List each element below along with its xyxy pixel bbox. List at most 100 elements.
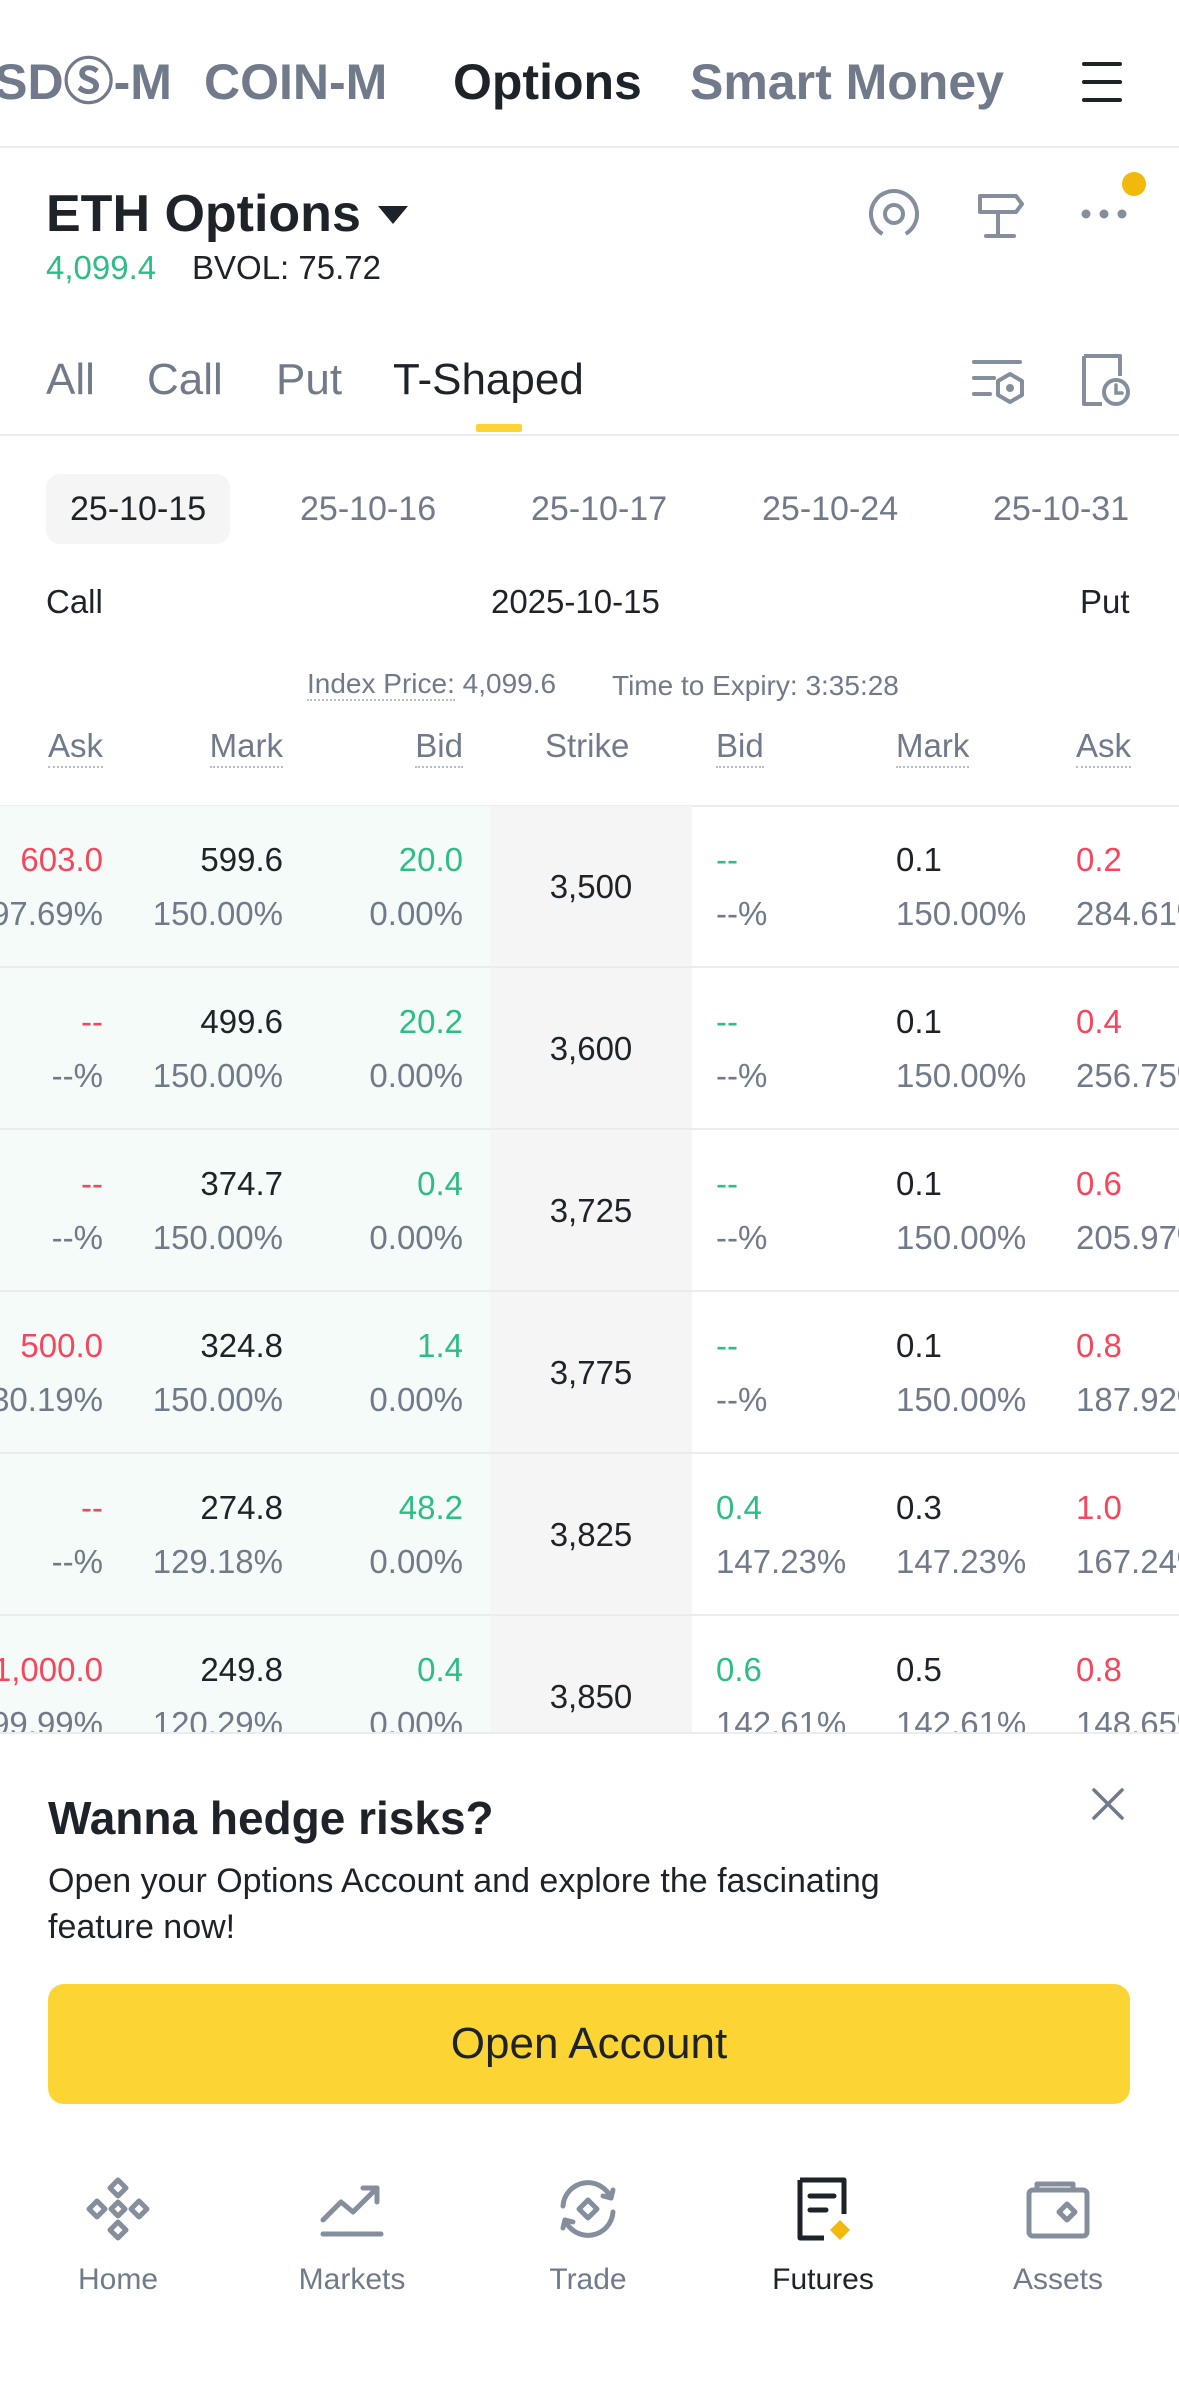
call-ask-iv: --%: [51, 1219, 103, 1256]
nav-markets[interactable]: Markets: [252, 2174, 452, 2298]
tab-call[interactable]: Call: [147, 355, 223, 404]
expiry-calendar-icon[interactable]: [1076, 352, 1132, 408]
col-put-bid[interactable]: Bid: [716, 726, 764, 768]
tab-coin-m[interactable]: COIN-M: [204, 54, 388, 110]
menu-icon[interactable]: [1082, 62, 1126, 102]
page-title[interactable]: ETH Options: [46, 185, 361, 243]
date-chip[interactable]: 25-10-16: [300, 490, 437, 528]
divider: [0, 434, 1179, 436]
tab-usds-m[interactable]: USDⓈ-M: [0, 54, 172, 110]
call-bid-iv: 0.00%: [369, 1219, 463, 1256]
put-mark: 0.1: [896, 1327, 942, 1364]
put-mark: 0.1: [896, 1165, 942, 1202]
caret-down-icon[interactable]: [378, 206, 408, 224]
put-bid-iv: 147.23%: [716, 1543, 847, 1580]
col-put-mark[interactable]: Mark: [896, 726, 970, 768]
expiry-date: 2025-10-15: [491, 583, 660, 620]
call-mark-iv: 120.29%: [152, 1705, 283, 1732]
index-price-value: 4,099.6: [462, 668, 557, 699]
put-ask-iv: 148.65%: [1076, 1705, 1179, 1732]
strike-price: 3,825: [549, 1516, 633, 1553]
put-mark-iv: 150.00%: [896, 895, 1027, 932]
tab-options[interactable]: Options: [453, 54, 642, 110]
put-mark-iv: 150.00%: [896, 1219, 1027, 1256]
call-mark-iv: 150.00%: [152, 1219, 283, 1256]
open-account-button[interactable]: Open Account: [48, 1984, 1130, 2104]
trade-icon: [560, 2180, 616, 2238]
put-ask-iv: 205.97%: [1076, 1219, 1179, 1256]
table-row[interactable]: -- --% 374.7 150.00% 0.4 0.00% 3,725 -- …: [0, 1130, 1179, 1292]
col-call-bid[interactable]: Bid: [415, 726, 463, 768]
call-ask: 1,000.0: [0, 1651, 103, 1688]
table-row[interactable]: 1,000.0 899.99% 249.8 120.29% 0.4 0.00% …: [0, 1616, 1179, 1732]
put-bid: --: [716, 841, 738, 878]
filter-settings-icon[interactable]: [970, 352, 1026, 408]
put-bid: 0.4: [716, 1489, 762, 1526]
put-mark-iv: 150.00%: [896, 1381, 1027, 1418]
date-chip[interactable]: 25-10-15: [46, 474, 231, 544]
top-nav: USDⓈ-M COIN-M Options Smart Money: [0, 0, 1179, 148]
put-mark: 0.5: [896, 1651, 942, 1688]
put-bid: --: [716, 1327, 738, 1364]
call-mark-iv: 150.00%: [152, 895, 283, 932]
put-bid-iv: --%: [716, 895, 768, 932]
tab-all[interactable]: All: [46, 355, 95, 404]
put-mark-iv: 142.61%: [896, 1705, 1027, 1732]
call-mark-iv: 150.00%: [152, 1057, 283, 1094]
futures-icon: [797, 2177, 850, 2241]
table-row[interactable]: -- --% 499.6 150.00% 20.2 0.00% 3,600 --…: [0, 968, 1179, 1130]
col-call-mark[interactable]: Mark: [209, 726, 283, 768]
nav-label: Home: [77, 2263, 159, 2296]
table-row[interactable]: -- --% 274.8 129.18% 48.2 0.00% 3,825 0.…: [0, 1454, 1179, 1616]
bvol-value: BVOL: 75.72: [192, 249, 381, 286]
call-label: Call: [46, 583, 103, 620]
put-mark: 0.1: [896, 1003, 942, 1040]
more-icon[interactable]: [1076, 186, 1132, 242]
table-row[interactable]: 603.0 197.69% 599.6 150.00% 20.0 0.00% 3…: [0, 806, 1179, 968]
call-mark-iv: 150.00%: [152, 1381, 283, 1418]
nav-trade[interactable]: Trade: [488, 2174, 688, 2298]
nav-assets[interactable]: Assets: [958, 2174, 1158, 2298]
put-ask: 1.0: [1076, 1489, 1122, 1526]
index-price: 4,099.4: [46, 249, 157, 286]
col-call-ask[interactable]: Ask: [47, 726, 103, 768]
close-icon[interactable]: [1088, 1784, 1128, 1824]
put-ask-iv: 187.92%: [1076, 1381, 1179, 1418]
table-row[interactable]: 500.0 330.19% 324.8 150.00% 1.4 0.00% 3,…: [0, 1292, 1179, 1454]
home-icon: [86, 2177, 150, 2241]
date-chip[interactable]: 25-10-17: [531, 490, 668, 528]
call-bid: 20.2: [398, 1003, 463, 1040]
date-chip[interactable]: 25-10-24: [762, 490, 899, 528]
call-bid-iv: 0.00%: [369, 895, 463, 932]
put-mark-iv: 150.00%: [896, 1057, 1027, 1094]
call-mark-iv: 129.18%: [152, 1543, 283, 1580]
tab-t-shaped[interactable]: T-Shaped: [393, 355, 584, 404]
put-bid: --: [716, 1165, 738, 1202]
call-bid: 1.4: [417, 1327, 463, 1364]
nav-label: Markets: [298, 2263, 406, 2296]
call-mark: 249.8: [200, 1651, 283, 1688]
call-ask: 500.0: [20, 1327, 103, 1364]
tab-put[interactable]: Put: [276, 355, 343, 404]
put-ask: 0.4: [1076, 1003, 1122, 1040]
call-bid-iv: 0.00%: [369, 1705, 463, 1732]
call-mark: 324.8: [200, 1327, 283, 1364]
call-mark: 374.7: [200, 1165, 283, 1202]
call-ask-iv: --%: [51, 1543, 103, 1580]
put-ask-iv: 284.61%: [1076, 895, 1179, 932]
gauge-icon[interactable]: [866, 186, 922, 242]
put-ask: 0.8: [1076, 1651, 1122, 1688]
call-bid: 48.2: [398, 1489, 463, 1526]
signpost-icon[interactable]: [972, 186, 1028, 242]
date-chip[interactable]: 25-10-31: [993, 490, 1130, 528]
index-price-label[interactable]: Index Price:: [307, 668, 455, 701]
nav-label: Futures: [772, 2263, 874, 2296]
col-put-ask[interactable]: Ask: [1076, 726, 1132, 768]
put-ask-iv: 256.75%: [1076, 1057, 1179, 1094]
nav-home[interactable]: Home: [18, 2174, 218, 2298]
call-ask-iv: 330.19%: [0, 1381, 103, 1418]
nav-futures[interactable]: Futures: [723, 2174, 923, 2298]
tab-smart-money[interactable]: Smart Money: [690, 54, 1004, 110]
put-ask: 0.8: [1076, 1327, 1122, 1364]
nav-label: Assets: [1012, 2263, 1104, 2296]
